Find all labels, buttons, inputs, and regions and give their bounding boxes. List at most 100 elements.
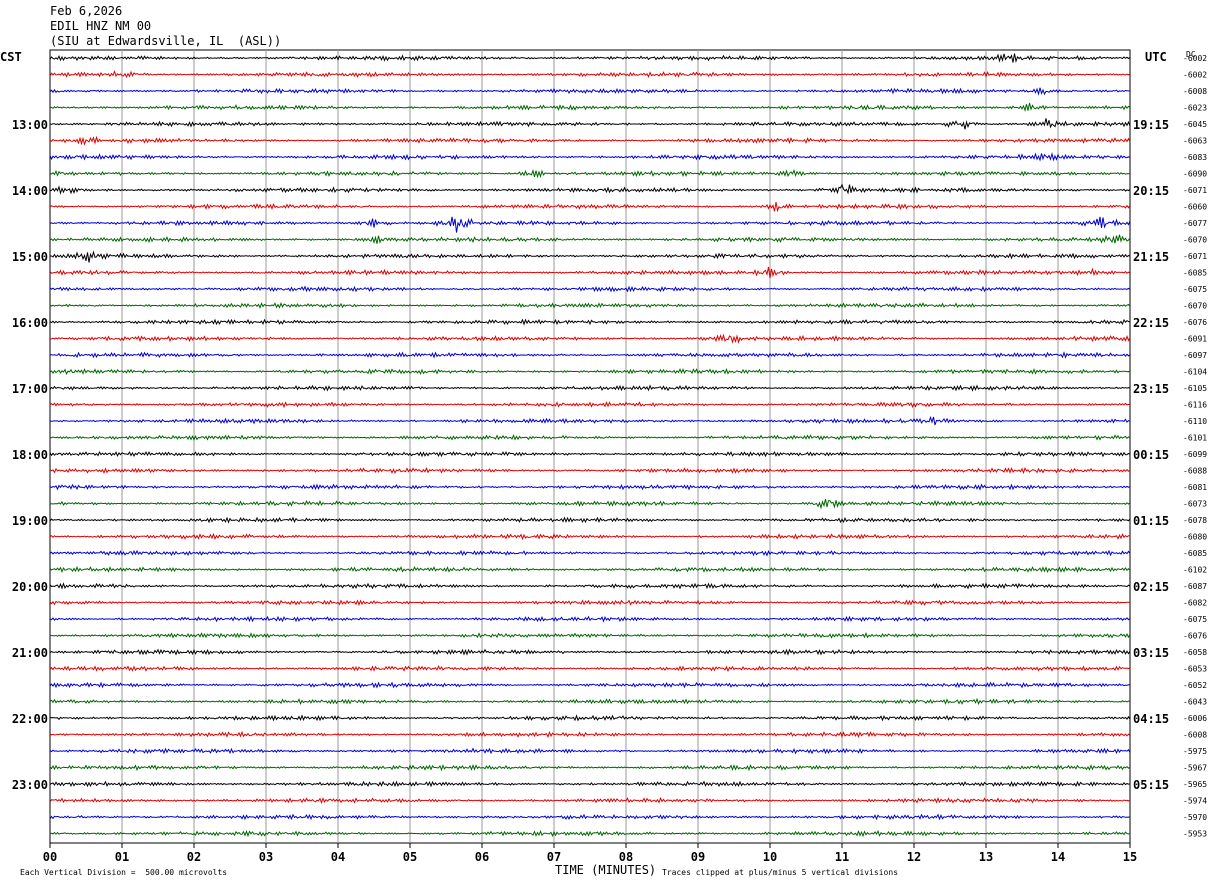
seismic-trace [49, 151, 1131, 162]
dc-offset-label: -6102 [1183, 566, 1207, 575]
seismic-trace [50, 102, 1131, 113]
seismic-trace [49, 70, 1131, 79]
x-tick-label: 04 [331, 850, 345, 864]
dc-offset-label: -6071 [1183, 186, 1207, 195]
x-tick-label: 15 [1123, 850, 1137, 864]
x-tick-label: 09 [691, 850, 705, 864]
seismic-trace [49, 813, 1131, 821]
dc-offset-label: -6006 [1183, 714, 1207, 723]
seismic-trace [49, 599, 1131, 606]
utc-hour-label: 02:15 [1133, 580, 1169, 594]
dc-offset-label: -6091 [1183, 335, 1207, 344]
seismic-trace [49, 234, 1131, 245]
dc-offset-label: -6088 [1183, 467, 1207, 476]
x-tick-label: 00 [43, 850, 57, 864]
x-tick-label: 07 [547, 850, 561, 864]
dc-offset-label: -6058 [1183, 648, 1207, 657]
seismic-trace [49, 351, 1131, 359]
seismic-trace [49, 450, 1131, 458]
cst-hour-label: 19:00 [12, 514, 48, 528]
x-tick-label: 01 [115, 850, 129, 864]
seismic-trace [49, 483, 1131, 491]
dc-offset-label: -6085 [1183, 269, 1207, 278]
dc-offset-label: -6101 [1183, 434, 1207, 443]
seismic-trace [49, 549, 1131, 557]
seismic-trace [49, 829, 1131, 838]
dc-offset-label: -6080 [1183, 533, 1207, 542]
dc-offset-label: -6099 [1183, 450, 1207, 459]
dc-offset-label: -6104 [1183, 368, 1207, 377]
dc-offset-label: -6008 [1183, 731, 1207, 740]
seismic-trace [49, 135, 1131, 146]
trace-layer [49, 53, 1131, 838]
seismic-trace [50, 333, 1131, 344]
dc-offset-label: -6052 [1183, 681, 1207, 690]
dc-offset-label: -6073 [1183, 500, 1207, 509]
seismic-trace [49, 302, 1131, 310]
cst-hour-label: 21:00 [12, 646, 48, 660]
plot-channel: EDIL HNZ NM 00 [50, 19, 152, 33]
plot-frame [49, 49, 1131, 844]
dc-offset-label: -6075 [1183, 615, 1207, 624]
seismic-trace [49, 183, 1131, 195]
seismic-trace [49, 118, 1131, 130]
dc-offset-label: -6110 [1183, 417, 1207, 426]
seismic-trace [49, 216, 1131, 233]
x-tick-label: 08 [619, 850, 633, 864]
utc-hour-label: 20:15 [1133, 184, 1169, 198]
x-tick-label: 11 [835, 850, 849, 864]
dc-offset-label: -6081 [1183, 483, 1207, 492]
utc-hour-label: 03:15 [1133, 646, 1169, 660]
utc-hour-label: 23:15 [1133, 382, 1169, 396]
seismic-trace [49, 285, 1131, 293]
seismic-trace [49, 415, 1131, 426]
minute-grid [49, 49, 1131, 848]
seismic-trace [49, 202, 1131, 213]
dc-offset-label: -6053 [1183, 665, 1207, 674]
dc-offset-label: -6023 [1183, 104, 1207, 113]
x-axis-label: TIME (MINUTES) [555, 863, 657, 877]
dc-offset-label: -6063 [1183, 137, 1207, 146]
seismic-trace [49, 434, 1131, 441]
seismic-trace [49, 763, 1131, 772]
plot-date: Feb 6,2026 [50, 4, 123, 18]
dc-label: DC [1186, 50, 1196, 59]
dc-offset-label: -5975 [1183, 747, 1207, 756]
seismic-trace [49, 582, 1131, 590]
dc-offset-label: -6076 [1183, 632, 1207, 641]
dc-offset-label: -6105 [1183, 384, 1207, 393]
x-tick-label: 14 [1051, 850, 1065, 864]
cst-hour-label: 18:00 [12, 448, 48, 462]
clip-note: Traces clipped at plus/minus 5 vertical … [662, 868, 899, 877]
seismic-trace [49, 747, 1131, 755]
dc-offset-label: -6087 [1183, 582, 1207, 591]
dc-offset-label: -6043 [1183, 698, 1207, 707]
dc-offset-label: -6045 [1183, 120, 1207, 129]
seismic-trace [49, 780, 1131, 788]
dc-offset-label: -6070 [1183, 236, 1207, 245]
seismic-trace [49, 714, 1131, 722]
cst-hour-label: 23:00 [12, 778, 48, 792]
x-tick-label: 13 [979, 850, 993, 864]
seismic-trace [49, 730, 1131, 739]
seismic-trace [49, 53, 1131, 64]
seismic-trace [49, 664, 1131, 673]
seismic-trace [50, 250, 1131, 263]
seismic-trace [49, 87, 1131, 96]
cst-hour-label: 16:00 [12, 316, 48, 330]
dc-offset-label: -6078 [1183, 516, 1207, 525]
dc-offset-label: -6071 [1183, 252, 1207, 261]
seismic-trace [49, 367, 1131, 376]
seismic-trace [49, 498, 1131, 510]
dc-offset-label: -5953 [1183, 830, 1207, 839]
cst-hour-label: 13:00 [12, 118, 48, 132]
utc-hour-label: 21:15 [1133, 250, 1169, 264]
utc-hour-label: 05:15 [1133, 778, 1169, 792]
utc-hour-label: 19:15 [1133, 118, 1169, 132]
plot-station: (SIU at Edwardsville, IL (ASL)) [50, 34, 282, 48]
x-tick-label: 03 [259, 850, 273, 864]
cst-hour-label: 17:00 [12, 382, 48, 396]
seismic-trace [49, 681, 1131, 689]
dc-offset-label: -6002 [1183, 54, 1207, 63]
dc-offset-label: -5965 [1183, 780, 1207, 789]
